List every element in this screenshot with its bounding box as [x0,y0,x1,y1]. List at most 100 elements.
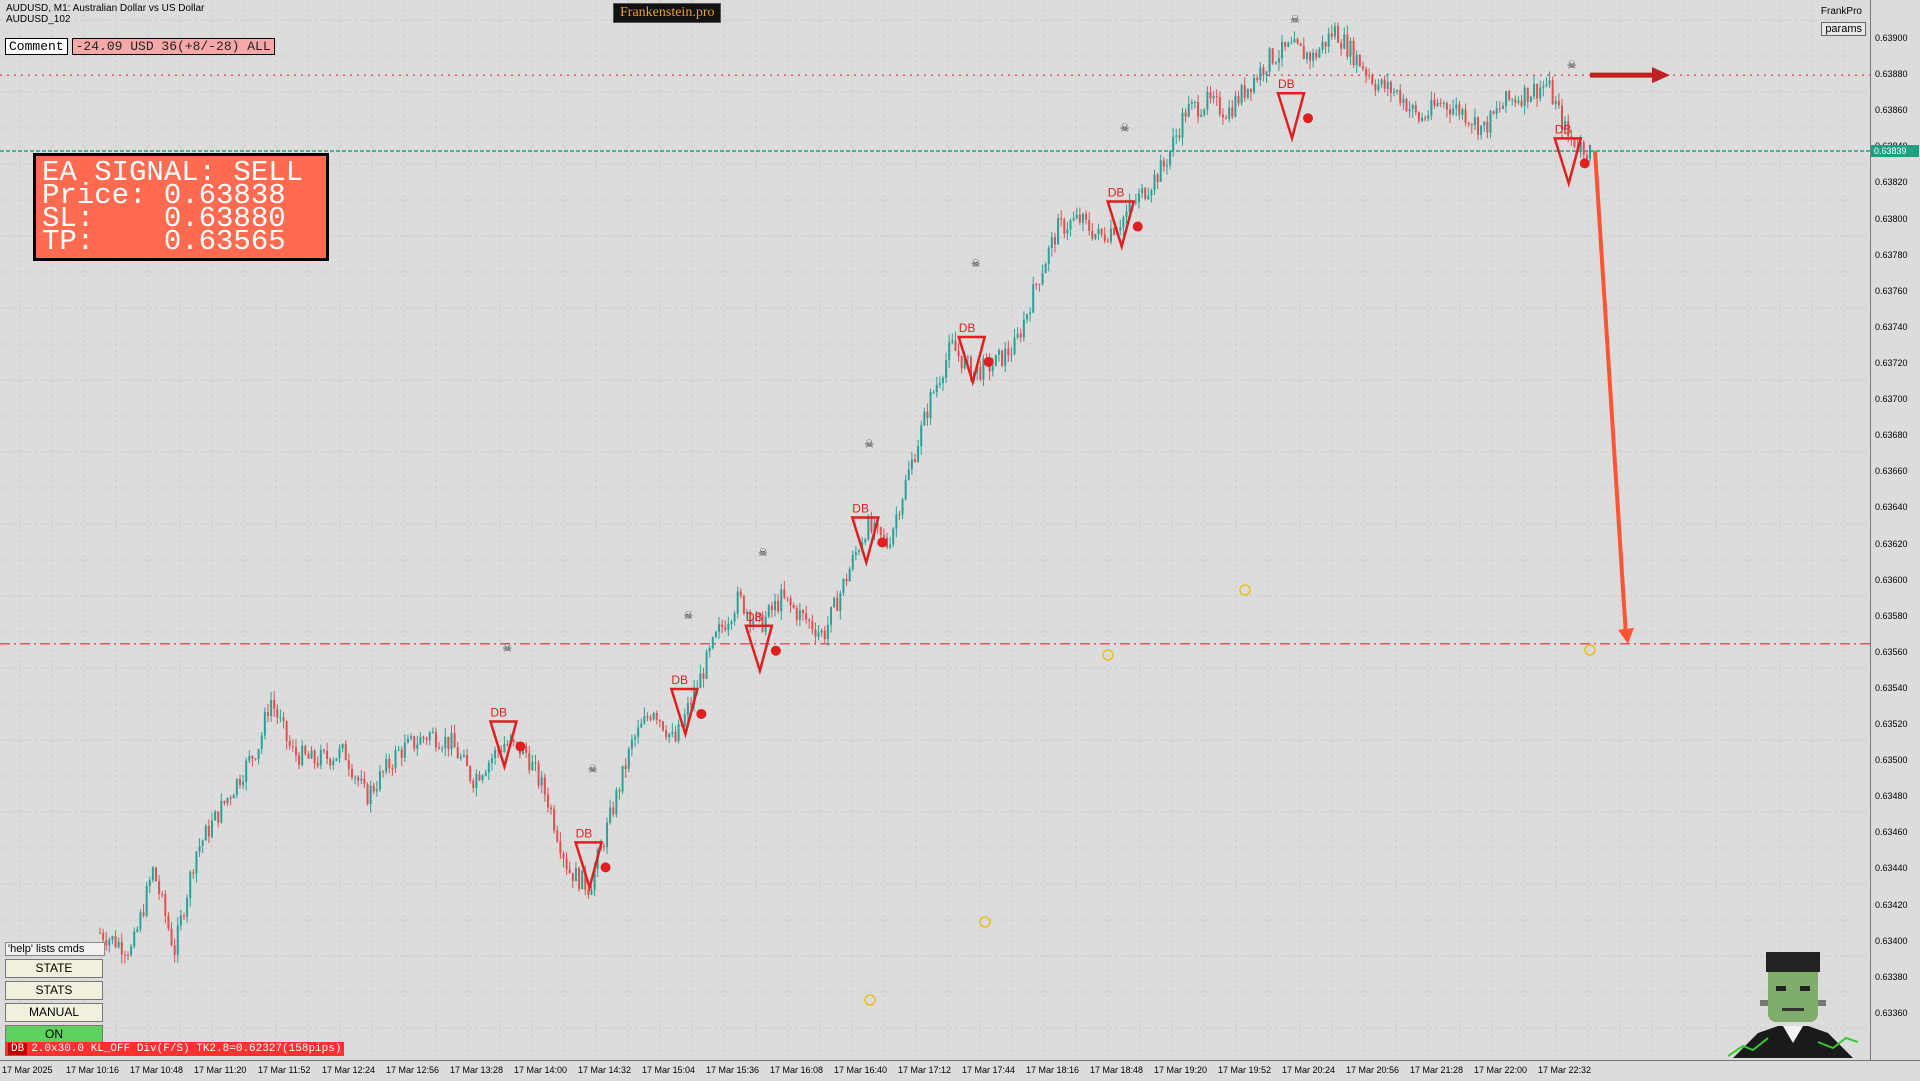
db-label: DB [1278,77,1295,91]
price-tick-label: 0.63520 [1875,719,1908,730]
current-price-tag: 0.63839 [1871,145,1919,157]
candle-body [512,739,515,743]
manual-button[interactable]: MANUAL [5,1003,103,1022]
candle-body [391,768,394,770]
candle-body [686,703,689,715]
signal-tp: TP: 0.63565 [42,225,286,258]
candle-body [1203,109,1206,115]
candle-body [438,747,441,749]
price-tick-label: 0.63420 [1875,899,1908,910]
candle-body [727,623,730,631]
candle-body [836,598,839,611]
candle-body [1001,350,1004,366]
comment-value: -24.09 USD 36(+8/-28) ALL [71,38,275,55]
candle-body [1436,103,1439,106]
candle-body [1069,220,1072,230]
candle-body [257,749,260,760]
candle-body [223,800,226,803]
price-tick-label: 0.63660 [1875,466,1908,477]
candle-body [1262,67,1265,75]
candle-body [344,744,347,761]
time-tick-label: 17 Mar 21:28 [1410,1065,1464,1075]
candle-body [484,772,487,776]
candle-body [210,820,213,837]
candle-body [170,928,173,946]
candle-body [1218,97,1221,115]
candle-body [99,932,101,934]
time-axis[interactable]: 17 Mar 2025 17 Mar 10:16 17 Mar 10:48 17 Ma… [0,1060,1920,1081]
candle-body [1234,96,1237,117]
candle-body [948,342,951,361]
db-triangle [1276,91,1306,143]
candle-body [593,869,596,890]
candle-body [1144,187,1147,199]
candle-body [254,758,257,760]
candle-body [1514,99,1517,103]
chart-area[interactable]: DB ☠ DB ☠ DB ☠ DB ☠ DB ☠ DB ☠ DB ☠ DB ☠ DB ☠ [0,0,1870,1060]
candle-body [674,731,677,742]
candle-body [322,750,325,752]
candle-body [764,616,767,632]
state-button[interactable]: STATE [5,959,103,978]
db-triangle [488,720,519,771]
candle-body [994,354,997,367]
candle-body [609,807,612,823]
price-axis[interactable]: 0.639000.638800.638600.638400.638200.638… [1870,0,1920,1060]
candle-body [1078,214,1081,223]
candle-body [130,946,133,956]
candle-body [422,737,425,739]
db-signal-marker: DB ☠ [1106,123,1143,252]
candle-body [481,775,484,781]
candle-body [366,784,369,805]
candle-body [1427,115,1430,119]
candle-body [310,750,313,759]
candle-body [602,845,605,847]
candle-body [951,340,954,343]
candle-body [677,724,680,742]
candle-body [624,765,627,769]
price-tick-label: 0.63680 [1875,430,1908,441]
candle-body [945,360,948,378]
candle-body [1277,58,1280,63]
candle-body [1539,87,1542,99]
stats-button[interactable]: STATS [5,981,103,1000]
candle-body [1172,136,1175,152]
candle-body [291,746,294,748]
candle-body [876,522,879,528]
candle-body [1094,233,1097,239]
candle-body [1122,217,1125,228]
candle-body [1508,91,1511,100]
candle-body [1433,99,1436,106]
price-tick-label: 0.63500 [1875,755,1908,766]
candle-body [913,459,916,462]
candle-body [1318,49,1321,58]
candle-body [120,941,123,955]
candle-body [1486,121,1489,133]
candle-body [1374,83,1377,91]
candle-body [1019,333,1022,338]
candle-body [556,830,559,841]
params-button[interactable]: params [1821,22,1866,36]
price-tick-label: 0.63560 [1875,646,1908,657]
candle-body [1237,96,1240,104]
time-tick-label: 17 Mar 17:44 [962,1065,1016,1075]
candle-body [1038,284,1041,286]
candle-body [1582,141,1585,155]
candle-body [559,840,562,854]
candle-body [1536,83,1539,99]
candle-body [1461,109,1464,115]
candle-body [1228,107,1231,119]
candle-body [752,620,755,625]
candle-body [721,624,724,628]
candle-body [282,717,285,722]
candle-body [780,589,783,612]
candle-body [630,739,633,749]
price-tick-label: 0.63880 [1875,69,1908,80]
candle-body [105,939,108,946]
candle-body [1417,112,1420,122]
candle-body [923,411,926,426]
price-chart[interactable]: DB ☠ DB ☠ DB ☠ DB ☠ DB ☠ DB ☠ DB ☠ DB ☠ DB ☠ [0,0,1870,1060]
candle-body [1193,102,1196,104]
candle-body [795,607,798,620]
candle-body [1113,228,1116,235]
